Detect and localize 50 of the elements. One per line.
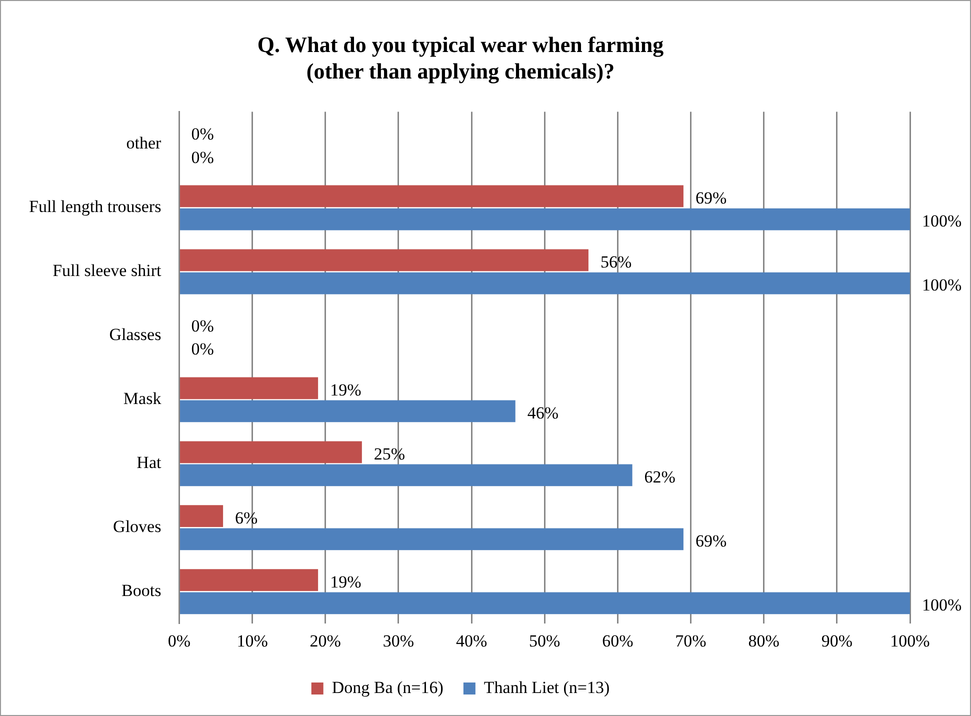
- chart-title: Q. What do you typical wear when farming (other than applying chemicals)?: [257, 32, 664, 84]
- data-label: 69%: [695, 532, 727, 551]
- data-label: 100%: [922, 212, 962, 231]
- data-label: 100%: [922, 596, 962, 615]
- bar: [180, 528, 684, 550]
- data-label: 0%: [191, 124, 214, 144]
- legend-label: Dong Ba (n=16): [332, 678, 444, 697]
- bar: [180, 249, 588, 272]
- x-tick-label: 10%: [236, 631, 268, 650]
- y-tick-label: Hat: [136, 453, 162, 472]
- legend-label: Thanh Liet (n=13): [484, 678, 610, 697]
- bar: [180, 400, 516, 422]
- bar: [180, 377, 318, 400]
- bar: [180, 464, 632, 486]
- x-tick-label: 50%: [529, 631, 560, 650]
- data-label: 25%: [374, 444, 406, 464]
- y-tick-label: other: [126, 133, 162, 152]
- y-tick-label: Boots: [122, 581, 162, 600]
- x-tick-label: 20%: [310, 631, 341, 650]
- y-tick-label: Glasses: [109, 325, 162, 344]
- data-label: 62%: [644, 468, 676, 487]
- bar: [180, 185, 684, 208]
- y-tick-label: Mask: [123, 389, 162, 408]
- y-tick-label: Full length trousers: [28, 197, 162, 216]
- y-tick-label: Gloves: [113, 517, 162, 536]
- data-label: 46%: [527, 404, 559, 423]
- x-tick-label: 100%: [890, 631, 930, 650]
- bar: [180, 569, 318, 592]
- x-tick-label: 0%: [168, 631, 191, 650]
- data-label: 19%: [330, 380, 362, 400]
- data-label: 6%: [235, 508, 258, 528]
- bar: [180, 592, 910, 614]
- data-label: 69%: [695, 188, 727, 208]
- bar: [180, 441, 362, 464]
- data-label: 56%: [600, 252, 632, 272]
- bar: [180, 208, 910, 230]
- data-label: 100%: [922, 276, 962, 295]
- bar: [180, 272, 910, 294]
- x-tick-label: 70%: [675, 631, 706, 650]
- data-label: 19%: [330, 572, 362, 592]
- x-tick-label: 90%: [821, 631, 853, 650]
- x-tick-label: 30%: [382, 631, 414, 650]
- data-label: 0%: [191, 340, 214, 359]
- x-tick-label: 60%: [602, 631, 634, 650]
- x-tick-label: 80%: [748, 631, 780, 650]
- y-tick-label: Full sleeve shirt: [52, 261, 162, 280]
- data-label: 0%: [191, 148, 214, 167]
- bar: [180, 505, 224, 528]
- data-label: 0%: [191, 316, 214, 336]
- x-tick-label: 40%: [456, 631, 488, 650]
